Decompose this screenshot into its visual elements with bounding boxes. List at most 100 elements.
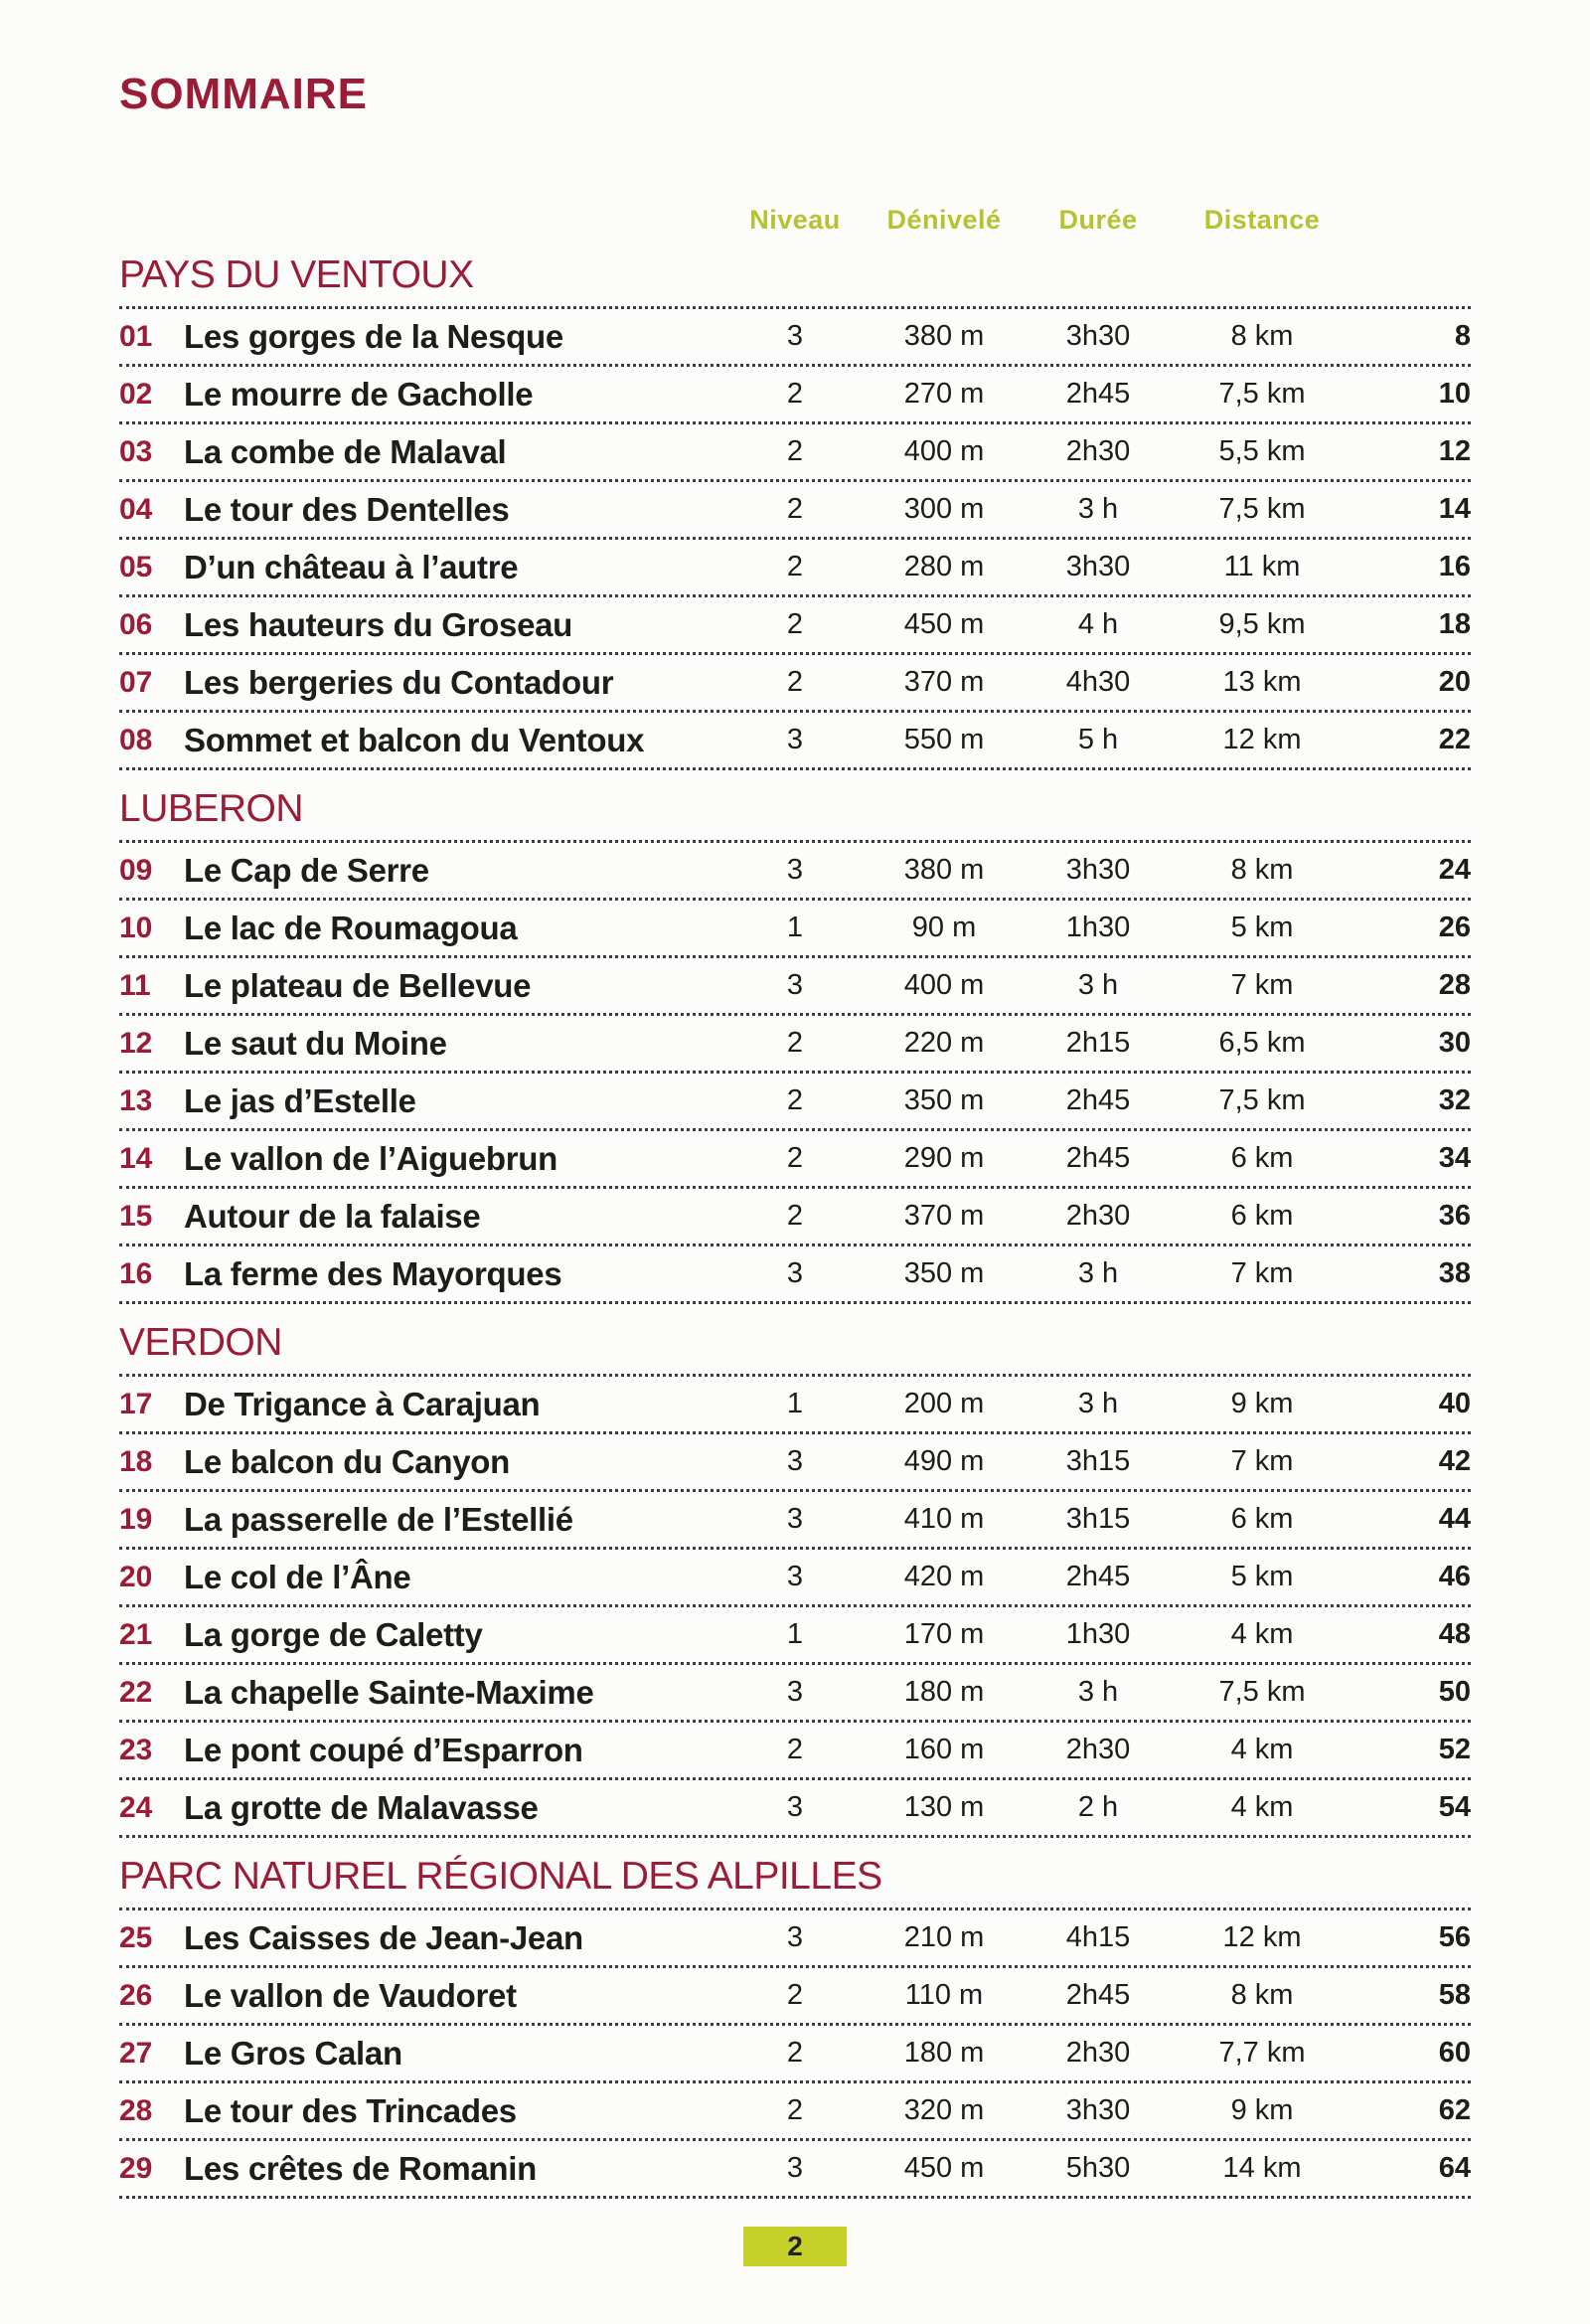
- table-row: 05 D’un château à l’autre 2 280 m 3h30 1…: [119, 540, 1471, 597]
- row-duree: 2h45: [1065, 1979, 1131, 2011]
- row-page-number: 56: [1438, 1921, 1471, 1953]
- row-distance: 13 km: [1222, 666, 1302, 698]
- row-distance: 5 km: [1230, 1561, 1294, 1592]
- row-number: 09: [119, 853, 153, 887]
- table-row: 11 Le plateau de Bellevue 3 400 m 3 h 7 …: [119, 958, 1471, 1016]
- section-rows: 09 Le Cap de Serre 3 380 m 3h30 8 km 24 …: [119, 843, 1471, 1304]
- row-page-number: 36: [1438, 1200, 1471, 1232]
- row-distance: 5,5 km: [1218, 435, 1306, 467]
- row-niveau: 2: [786, 1979, 804, 2011]
- row-number: 02: [119, 377, 153, 411]
- row-niveau: 3: [786, 969, 804, 1001]
- row-niveau: 3: [786, 724, 804, 755]
- row-denivele: 380 m: [903, 854, 985, 886]
- row-denivele: 170 m: [903, 1618, 985, 1650]
- row-denivele: 350 m: [903, 1257, 985, 1289]
- row-niveau: 2: [786, 1734, 804, 1765]
- row-page-number: 46: [1438, 1561, 1471, 1592]
- row-page-number: 18: [1438, 608, 1471, 640]
- column-header-distance: Distance: [1203, 204, 1321, 235]
- table-row: 23 Le pont coupé d’Esparron 2 160 m 2h30…: [119, 1723, 1471, 1780]
- page-number-badge: 2: [743, 2227, 847, 2266]
- row-title: La grotte de Malavasse: [184, 1788, 539, 1826]
- row-duree: 3h30: [1065, 551, 1131, 582]
- row-number: 07: [119, 665, 153, 699]
- table-row: 25 Les Caisses de Jean-Jean 3 210 m 4h15…: [119, 1910, 1471, 1968]
- row-denivele: 450 m: [903, 2152, 985, 2184]
- row-number: 27: [119, 2036, 153, 2070]
- row-duree: 3 h: [1077, 1676, 1119, 1708]
- row-title: Sommet et balcon du Ventoux: [184, 721, 645, 758]
- row-title: D’un château à l’autre: [184, 548, 519, 585]
- row-title: Le jas d’Estelle: [184, 1081, 416, 1119]
- row-number: 17: [119, 1387, 153, 1420]
- column-header-denivele: Dénivelé: [886, 204, 1002, 235]
- table-row: 28 Le tour des Trincades 2 320 m 3h30 9 …: [119, 2083, 1471, 2141]
- table-row: 15 Autour de la falaise 2 370 m 2h30 6 k…: [119, 1189, 1471, 1246]
- row-niveau: 3: [786, 1257, 804, 1289]
- row-denivele: 280 m: [903, 551, 985, 582]
- toc-section: LUBERON 09 Le Cap de Serre 3 380 m 3h30 …: [119, 786, 1471, 1304]
- section-title: LUBERON: [119, 786, 1471, 843]
- row-title: Les bergeries du Contadour: [184, 663, 614, 701]
- section-rows: 17 De Trigance à Carajuan 1 200 m 3 h 9 …: [119, 1377, 1471, 1838]
- row-niveau: 3: [786, 1676, 804, 1708]
- row-page-number: 62: [1438, 2094, 1471, 2126]
- page-footer: 2: [119, 2227, 1471, 2266]
- row-duree: 4h15: [1065, 1921, 1131, 1953]
- row-niveau: 2: [786, 551, 804, 582]
- section-title: PARC NATUREL RÉGIONAL DES ALPILLES: [119, 1854, 1471, 1910]
- row-number: 26: [119, 1978, 153, 2012]
- table-row: 14 Le vallon de l’Aiguebrun 2 290 m 2h45…: [119, 1131, 1471, 1189]
- row-title: La chapelle Sainte-Maxime: [184, 1673, 594, 1711]
- row-niveau: 2: [786, 608, 804, 640]
- row-duree: 3h30: [1065, 320, 1131, 352]
- row-number: 03: [119, 434, 153, 468]
- row-duree: 3h30: [1065, 2094, 1131, 2126]
- row-page-number: 50: [1438, 1676, 1471, 1708]
- table-row: 06 Les hauteurs du Groseau 2 450 m 4 h 9…: [119, 597, 1471, 655]
- row-denivele: 490 m: [903, 1445, 985, 1477]
- row-distance: 9,5 km: [1218, 608, 1306, 640]
- row-duree: 4h30: [1065, 666, 1131, 698]
- row-niveau: 3: [786, 320, 804, 352]
- row-duree: 3h15: [1065, 1503, 1131, 1535]
- table-row: 22 La chapelle Sainte-Maxime 3 180 m 3 h…: [119, 1665, 1471, 1723]
- row-denivele: 160 m: [903, 1734, 985, 1765]
- row-niveau: 3: [786, 1503, 804, 1535]
- row-title: Les gorges de la Nesque: [184, 317, 563, 355]
- row-title: La passerelle de l’Estellié: [184, 1500, 573, 1538]
- row-distance: 7,5 km: [1218, 378, 1306, 410]
- row-duree: 2h45: [1065, 1142, 1131, 1174]
- row-denivele: 370 m: [903, 1200, 985, 1232]
- row-page-number: 8: [1454, 320, 1471, 352]
- row-duree: 2h15: [1065, 1027, 1131, 1059]
- table-row: 26 Le vallon de Vaudoret 2 110 m 2h45 8 …: [119, 1968, 1471, 2026]
- row-number: 10: [119, 911, 153, 944]
- row-denivele: 270 m: [903, 378, 985, 410]
- row-denivele: 550 m: [903, 724, 985, 755]
- row-title: Le balcon du Canyon: [184, 1442, 510, 1480]
- row-duree: 3 h: [1077, 969, 1119, 1001]
- row-distance: 4 km: [1230, 1734, 1294, 1765]
- row-niveau: 1: [786, 1618, 804, 1650]
- row-page-number: 32: [1438, 1084, 1471, 1116]
- row-title: La combe de Malaval: [184, 432, 507, 470]
- row-niveau: 2: [786, 1027, 804, 1059]
- row-niveau: 3: [786, 1791, 804, 1823]
- row-page-number: 38: [1438, 1257, 1471, 1289]
- row-niveau: 2: [786, 2094, 804, 2126]
- row-denivele: 320 m: [903, 2094, 985, 2126]
- row-number: 24: [119, 1790, 153, 1824]
- row-niveau: 1: [786, 1388, 804, 1419]
- row-title: Les Caisses de Jean-Jean: [184, 1918, 583, 1956]
- row-distance: 7 km: [1230, 1257, 1294, 1289]
- row-denivele: 400 m: [903, 435, 985, 467]
- row-number: 01: [119, 319, 153, 353]
- row-niveau: 3: [786, 1445, 804, 1477]
- row-title: Le lac de Roumagoua: [184, 909, 518, 946]
- row-number: 11: [119, 968, 151, 1002]
- row-niveau: 2: [786, 2037, 804, 2069]
- row-denivele: 410 m: [903, 1503, 985, 1535]
